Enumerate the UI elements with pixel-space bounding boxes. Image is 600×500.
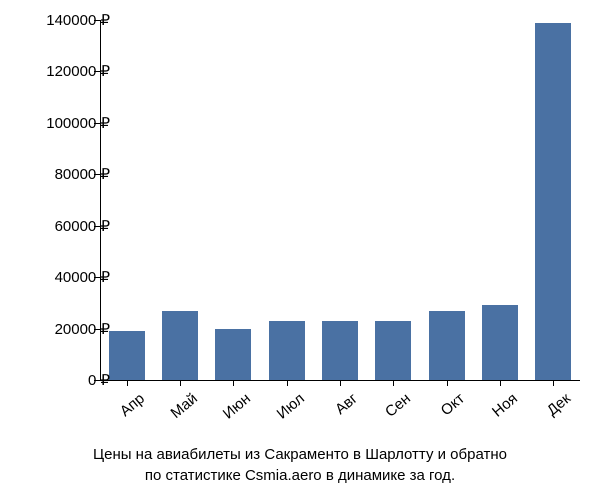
y-tick-label: 100000 ₽ <box>46 114 110 132</box>
y-tick-label: 20000 ₽ <box>55 320 110 338</box>
bar <box>375 321 411 380</box>
x-axis-label: Июл <box>266 390 308 429</box>
bar <box>535 23 571 380</box>
x-axis-label: Июн <box>213 390 255 429</box>
x-tick-mark <box>500 380 501 386</box>
x-axis-label: Ноя <box>479 390 521 429</box>
bar <box>215 329 251 380</box>
x-tick-mark <box>233 380 234 386</box>
x-tick-mark <box>393 380 394 386</box>
x-axis-label: Дек <box>533 390 575 429</box>
x-tick-mark <box>340 380 341 386</box>
caption-line-2: по статистике Csmia.aero в динамике за г… <box>0 465 600 486</box>
plot-area <box>100 20 580 380</box>
bar <box>109 331 145 380</box>
x-axis-label: Сен <box>373 390 415 429</box>
bar <box>162 311 198 380</box>
x-tick-mark <box>287 380 288 386</box>
y-tick-mark <box>94 20 100 21</box>
chart-container <box>100 20 580 380</box>
y-tick-label: 40000 ₽ <box>55 268 110 286</box>
y-tick-mark <box>94 226 100 227</box>
x-tick-mark <box>180 380 181 386</box>
x-axis-label: Май <box>159 390 201 429</box>
bar <box>322 321 358 380</box>
y-tick-mark <box>94 329 100 330</box>
bar <box>269 321 305 380</box>
y-tick-mark <box>94 123 100 124</box>
y-tick-mark <box>94 71 100 72</box>
y-tick-mark <box>94 174 100 175</box>
caption-line-1: Цены на авиабилеты из Сакраменто в Шарло… <box>0 444 600 465</box>
x-axis-label: Апр <box>106 390 148 429</box>
y-tick-label: 80000 ₽ <box>55 165 110 183</box>
y-tick-label: 140000 ₽ <box>46 11 110 29</box>
bar <box>429 311 465 380</box>
y-tick-mark <box>94 380 100 381</box>
bar <box>482 305 518 380</box>
chart-caption: Цены на авиабилеты из Сакраменто в Шарло… <box>0 444 600 486</box>
x-axis-label: Окт <box>426 390 468 429</box>
x-tick-mark <box>553 380 554 386</box>
y-tick-mark <box>94 277 100 278</box>
x-tick-mark <box>447 380 448 386</box>
y-tick-label: 120000 ₽ <box>46 62 110 80</box>
x-axis-label: Авг <box>319 390 361 429</box>
y-tick-label: 60000 ₽ <box>55 217 110 235</box>
x-tick-mark <box>127 380 128 386</box>
